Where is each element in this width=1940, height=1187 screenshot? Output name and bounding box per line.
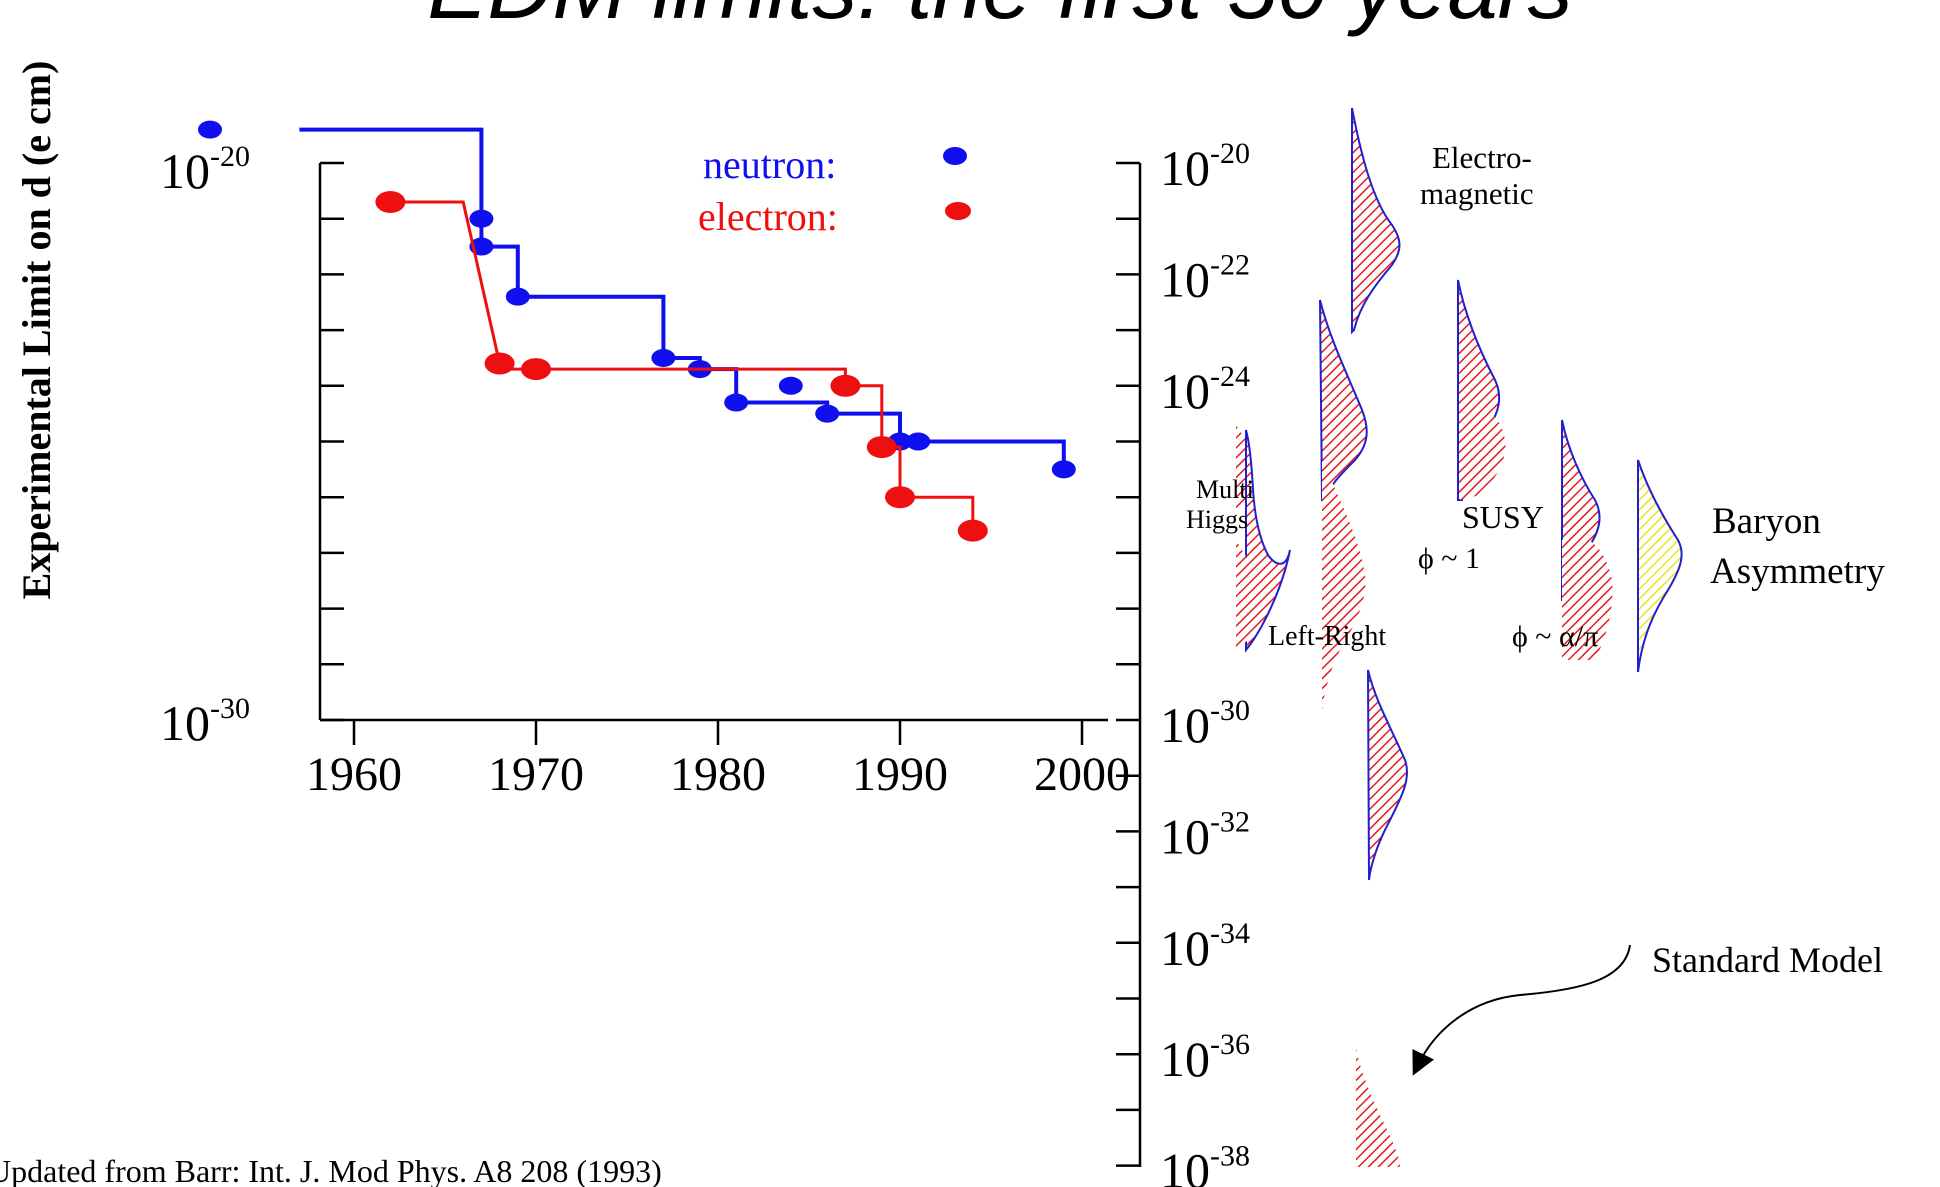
label-susy: SUSY [1462, 499, 1544, 535]
right-axis: 10-20 10-22 10-24 10-30 10-32 10-34 10-36 10-38 [1116, 137, 1250, 1187]
left-x-ticks: 1960 1970 1980 1990 2000 [306, 720, 1130, 801]
neutron-point [469, 209, 494, 228]
electron-point [830, 374, 861, 397]
chart-title: EDM limits: the first 50 years [427, 0, 1572, 38]
legend: neutron: electron: [698, 142, 971, 239]
neutron-point [198, 120, 222, 139]
legend-electron-label: electron: [698, 194, 838, 239]
electron-point [375, 190, 406, 213]
label-baryon-2: Asymmetry [1710, 551, 1885, 592]
label-left-right: Left-Right [1268, 621, 1386, 652]
neutron-limit-line [299, 127, 1066, 470]
series-layer [198, 120, 1076, 542]
dist-standard-model [1356, 1048, 1400, 1167]
legend-electron-marker [945, 202, 971, 220]
dist-susy-alpha-lower [1562, 536, 1613, 720]
neutron-point [505, 287, 530, 306]
y-axis-label: Experimental Limit on d (e cm) [14, 61, 59, 600]
electron-point [866, 436, 897, 459]
label-multi-2: Higgs [1186, 505, 1248, 534]
right-y-tick-label: 10-30 [1160, 694, 1250, 753]
dist-susy-phi1-lower [1460, 410, 1506, 500]
right-y-tick-label: 10-32 [1160, 805, 1250, 864]
label-standard-model: Standard Model [1652, 940, 1883, 980]
right-y-tick-label: 10-22 [1160, 248, 1250, 307]
right-y-tick-label: 10-24 [1160, 360, 1250, 419]
left-y-tick-label-top: 10-20 [160, 140, 250, 199]
right-y-tick-label: 10-20 [1160, 137, 1250, 196]
label-electromagnetic-1: Electro- [1432, 140, 1532, 175]
label-electromagnetic-2: magnetic [1420, 176, 1534, 211]
neutron-point [724, 393, 749, 412]
left-y-ticks [320, 161, 344, 722]
dist-multihiggs-b [1245, 429, 1291, 653]
neutron-point [651, 348, 676, 367]
standard-model-arrow [1412, 944, 1631, 1076]
right-y-ticks [1116, 161, 1140, 1167]
electron-point [484, 352, 515, 375]
neutron-point [906, 432, 931, 451]
dist-multihiggs-c [1236, 540, 1248, 650]
neutron-point [815, 404, 840, 423]
electron-point [885, 486, 915, 509]
left-axes: 1960 1970 1980 1990 2000 10-20 10-30 [160, 140, 1130, 801]
dist-multihiggs-a [1236, 425, 1246, 510]
left-x-tick-label: 1990 [852, 748, 948, 801]
neutron-point [1051, 460, 1076, 479]
theory-distributions [1236, 107, 1683, 1167]
right-y-labels: 10-20 10-22 10-24 10-30 10-32 10-34 10-36 10-38 [1160, 137, 1250, 1187]
left-x-tick-label: 1960 [306, 748, 402, 801]
theory-labels: Electro- magnetic Multi Higgs Left-Right… [1186, 140, 1885, 980]
label-phi-1: ϕ ~ 1 [1418, 542, 1480, 575]
electron-point [521, 358, 551, 381]
neutron-point [778, 376, 803, 395]
electron-point [957, 519, 988, 542]
right-y-tick-label: 10-34 [1160, 917, 1250, 976]
left-y-tick-label-bottom: 10-30 [160, 692, 250, 751]
dist-left-right [1319, 299, 1368, 501]
dist-left-right-tail [1367, 669, 1409, 881]
dist-left-right-lower [1322, 460, 1366, 710]
legend-neutron-label: neutron: [703, 142, 836, 187]
dist-baryon [1637, 459, 1683, 673]
legend-neutron-marker [943, 147, 967, 165]
label-phi-alpha: ϕ ~ α/π [1512, 620, 1598, 653]
right-y-tick-label: 10-36 [1160, 1028, 1250, 1087]
dist-electromagnetic [1351, 107, 1401, 335]
right-y-tick-label: 10-38 [1160, 1140, 1250, 1187]
label-baryon-1: Baryon [1712, 501, 1821, 542]
footnote: Updated from Barr: Int. J. Mod Phys. A8 … [0, 1153, 662, 1187]
left-x-tick-label: 1980 [670, 748, 766, 801]
left-x-tick-label: 2000 [1034, 748, 1130, 801]
left-x-tick-label: 1970 [488, 748, 584, 801]
label-multi-1: Multi [1196, 475, 1254, 504]
